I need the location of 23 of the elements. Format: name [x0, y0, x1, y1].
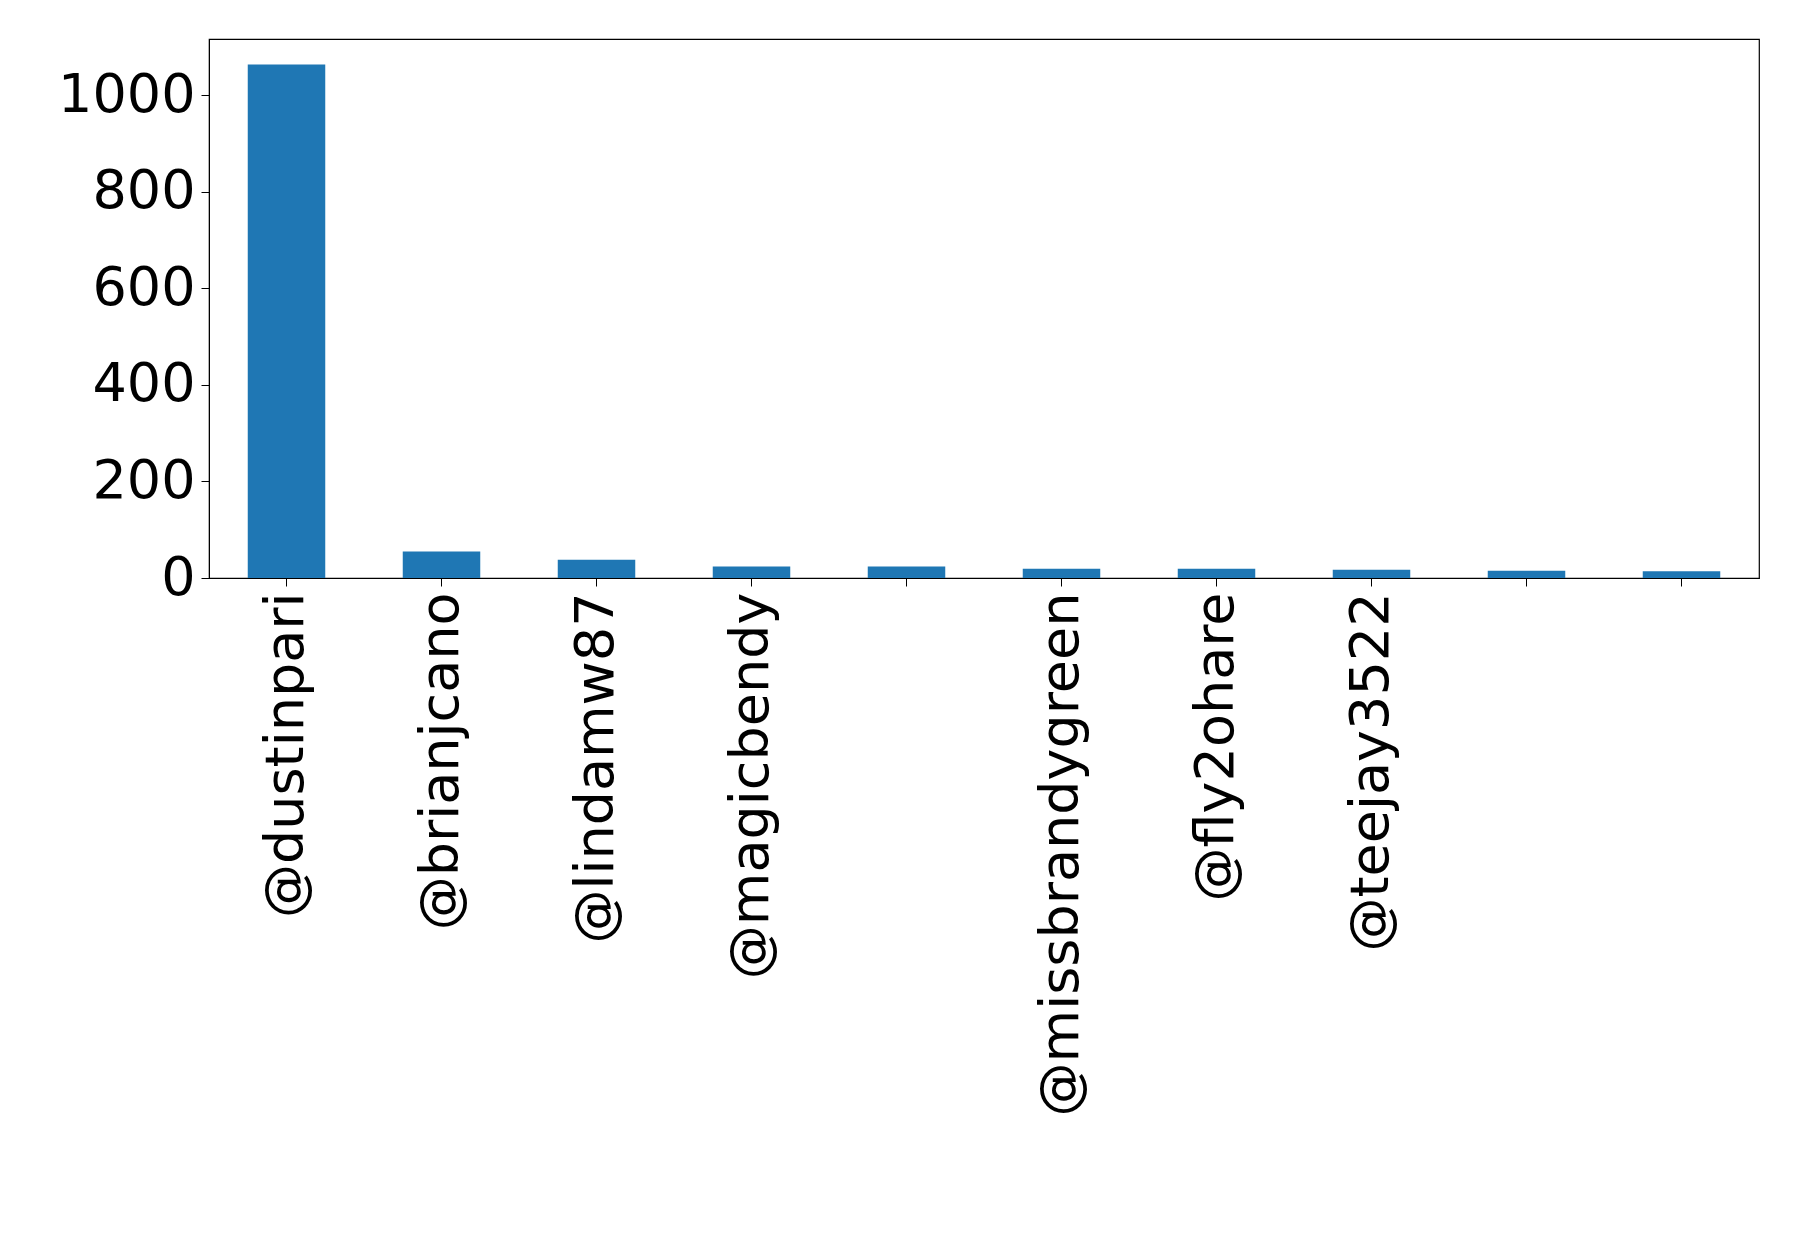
bar: [1332, 569, 1411, 578]
y-tick-label: 600: [92, 254, 196, 318]
bar: [867, 566, 946, 578]
bar: [1642, 571, 1721, 578]
x-tick-label: @magicbendy: [717, 592, 781, 980]
bar: [712, 566, 791, 578]
bar: [1022, 568, 1101, 578]
x-tick-label: @missbrandygreen: [1027, 592, 1091, 1117]
x-tick-label: @brianjcano: [407, 592, 471, 931]
bar: [557, 559, 636, 578]
y-tick-label: 200: [92, 447, 196, 511]
bar: [247, 64, 326, 578]
y-tick-label: 800: [92, 158, 196, 222]
x-tick-label: @dustinpari: [252, 592, 316, 919]
y-tick-label: 1000: [58, 61, 196, 125]
x-tick-label: @lindamw87: [562, 592, 626, 944]
bar: [1487, 570, 1566, 578]
y-tick-label: 0: [161, 544, 196, 608]
y-tick-label: 400: [92, 351, 196, 415]
x-tick-label: @teejay3522: [1337, 592, 1401, 952]
bar: [402, 551, 481, 578]
bar: [1177, 568, 1256, 578]
x-tick-label: @fly2ohare: [1182, 592, 1246, 902]
